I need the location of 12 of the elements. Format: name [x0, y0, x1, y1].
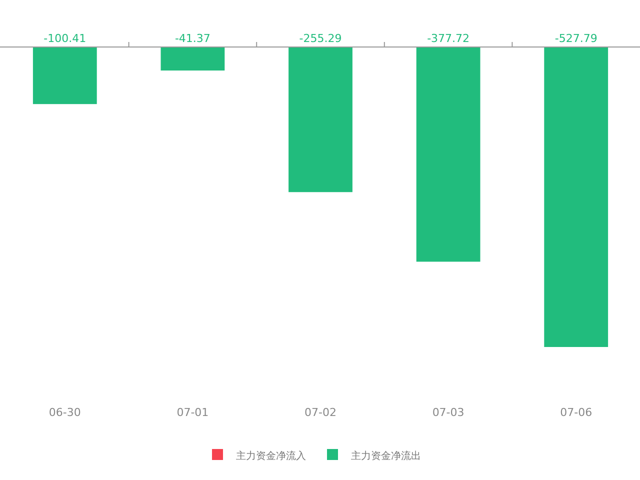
x-tick-label: 07-03	[432, 406, 464, 419]
x-tick-label: 07-01	[176, 406, 209, 419]
data-label: -377.72	[427, 32, 470, 45]
x-tick-label: 07-02	[304, 406, 336, 419]
legend-label: 主力资金净流入	[236, 450, 306, 462]
x-tick-label: 07-06	[560, 406, 592, 419]
data-label: -527.79	[554, 32, 598, 45]
x-tick-label: 06-30	[48, 406, 81, 419]
data-label: -41.37	[174, 32, 210, 45]
data-label: -255.29	[299, 32, 342, 45]
legend-label: 主力资金净流出	[351, 450, 421, 462]
data-label: -100.41	[44, 32, 86, 45]
